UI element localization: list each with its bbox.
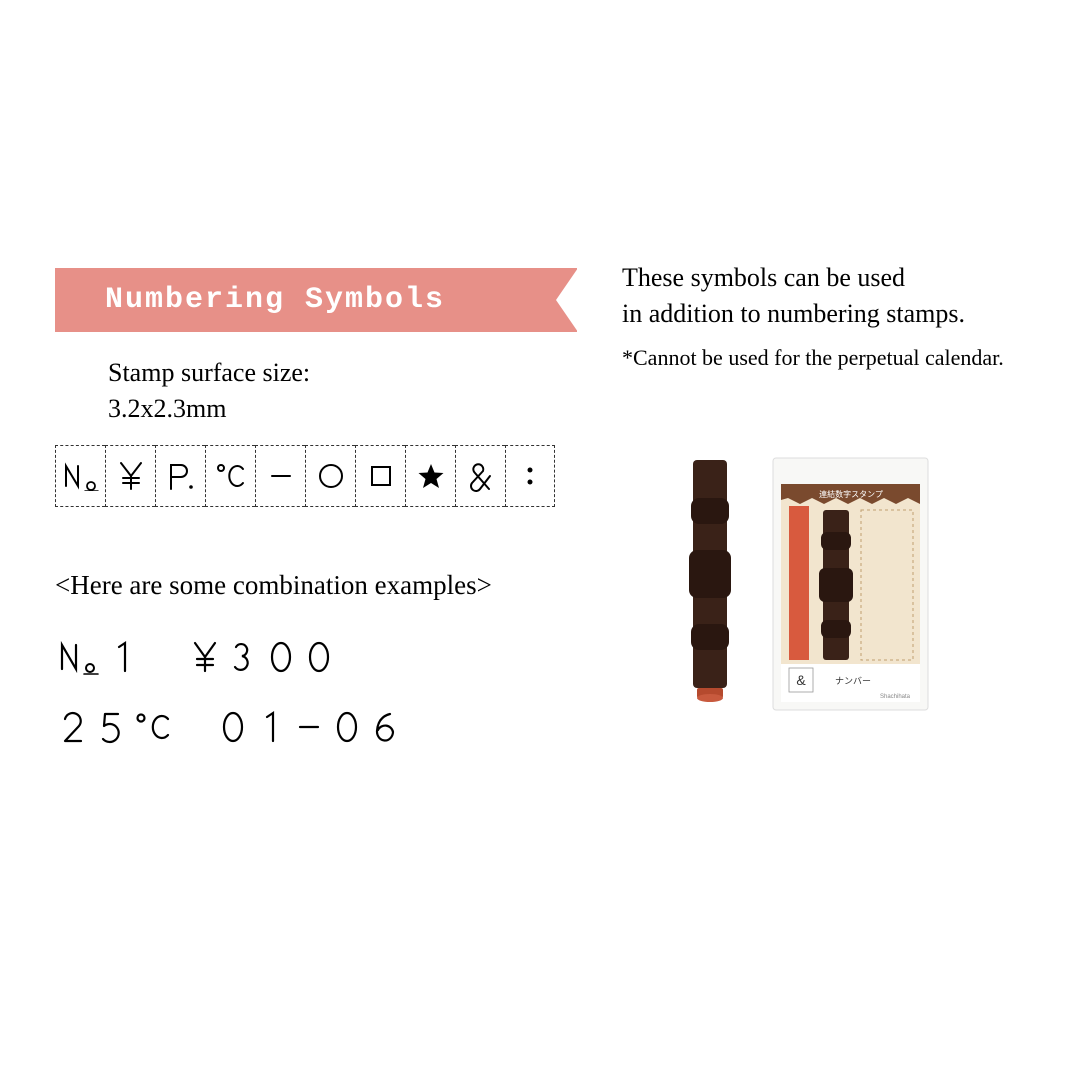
surface-size-value: 3.2x2.3mm	[108, 394, 226, 423]
svg-text:Shachihata: Shachihata	[880, 694, 911, 700]
svg-text:ナンバー: ナンバー	[835, 676, 871, 686]
svg-text:&: &	[796, 672, 806, 688]
desc-line1: These symbols can be used	[622, 263, 905, 292]
ex2-2	[55, 702, 91, 752]
symbol-square	[355, 445, 405, 507]
product-image: 連結数字スタンプ & ナンバー Shachihata	[663, 450, 983, 720]
ex1-0b	[301, 632, 337, 682]
ex1-no	[55, 632, 103, 682]
example-line-2	[55, 702, 403, 752]
ex2-dash	[291, 702, 327, 752]
title-text: Numbering Symbols	[105, 283, 445, 317]
symbol-no	[55, 445, 105, 507]
symbol-p	[155, 445, 205, 507]
ex1-1	[105, 632, 141, 682]
ex1-0a	[263, 632, 299, 682]
ex2-0a	[215, 702, 251, 752]
svg-text:連結数字スタンプ: 連結数字スタンプ	[819, 489, 883, 499]
ex2-6	[367, 702, 403, 752]
symbol-circle	[305, 445, 355, 507]
symbol-celsius	[205, 445, 255, 507]
symbol-yen	[105, 445, 155, 507]
ex2-5	[93, 702, 129, 752]
ex2-1	[253, 702, 289, 752]
ex2-space	[177, 702, 213, 752]
ex2-celsius	[131, 702, 175, 752]
title-ribbon: Numbering Symbols	[55, 268, 577, 332]
description: These symbols can be used in addition to…	[622, 260, 965, 333]
symbol-star	[405, 445, 455, 507]
surface-size: Stamp surface size: 3.2x2.3mm	[108, 355, 310, 428]
surface-size-label: Stamp surface size:	[108, 358, 310, 387]
symbol-colon	[505, 445, 555, 507]
description-note: *Cannot be used for the perpetual calend…	[622, 345, 1004, 371]
ex1-space	[143, 632, 185, 682]
symbol-dash	[255, 445, 305, 507]
examples-label: <Here are some combination examples>	[55, 570, 492, 601]
ex1-3	[225, 632, 261, 682]
symbols-row	[55, 445, 555, 507]
desc-line2: in addition to numbering stamps.	[622, 299, 965, 328]
ex1-yen	[187, 632, 223, 682]
symbol-ampersand	[455, 445, 505, 507]
ex2-0b	[329, 702, 365, 752]
example-line-1	[55, 632, 337, 682]
